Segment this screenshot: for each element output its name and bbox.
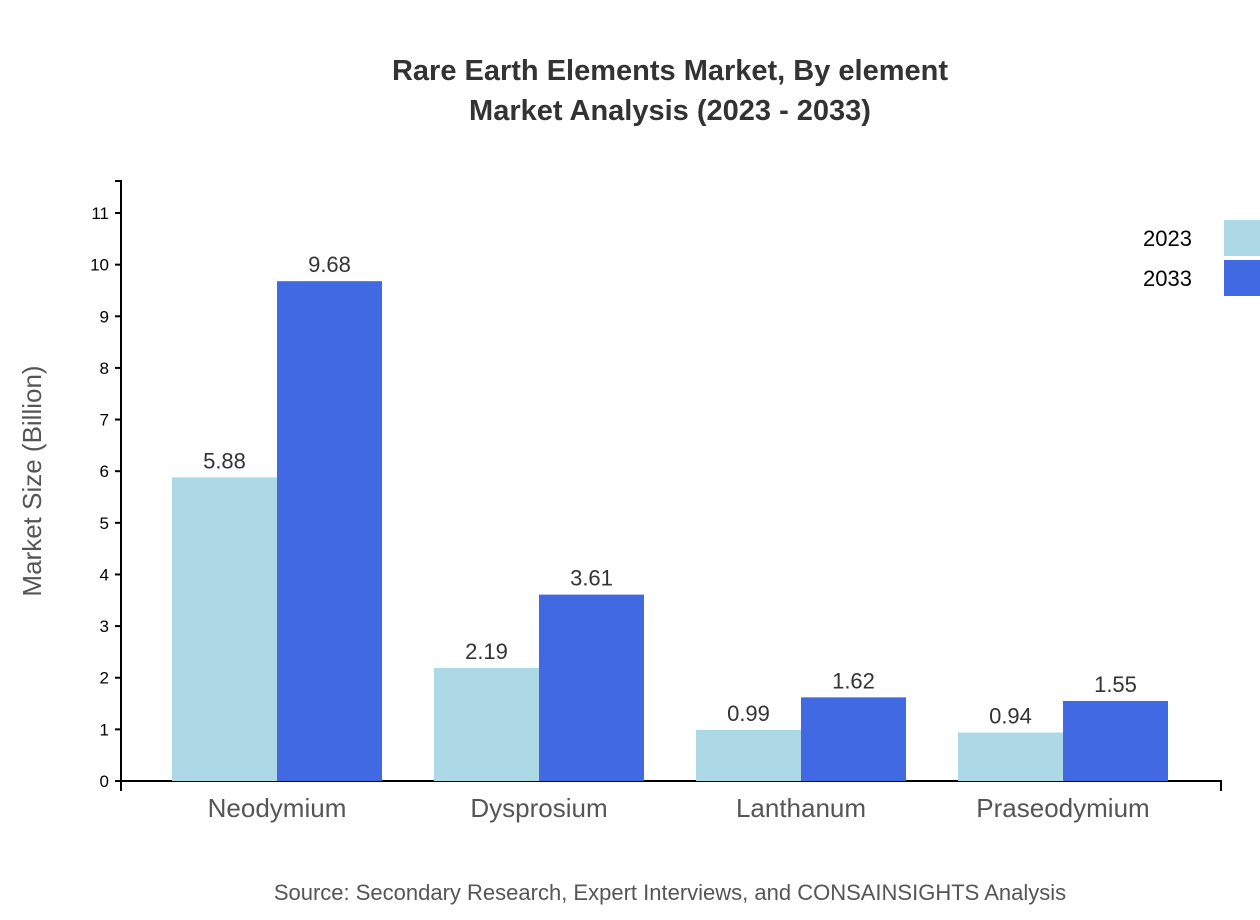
chart-subtitle: Market Analysis (2023 - 2033)	[469, 95, 871, 127]
x-tick-label: Praseodymium	[976, 793, 1149, 823]
legend-label: 2033	[1143, 266, 1192, 291]
bar-2023	[172, 477, 277, 781]
legend-swatch-2033	[1224, 260, 1260, 296]
data-label: 5.88	[203, 448, 246, 473]
bars: 5.88 9.68 2.19 3.61 0.99 1.62 0.94 1.55	[172, 252, 1168, 781]
data-label: 0.94	[989, 703, 1032, 728]
y-tick-label: 1	[100, 720, 109, 739]
bar-2033	[539, 594, 644, 781]
bar-2033	[801, 697, 906, 781]
bar-2023	[958, 732, 1063, 781]
y-tick-label: 8	[100, 359, 109, 378]
data-label: 0.99	[727, 701, 770, 726]
data-label: 9.68	[308, 252, 351, 277]
legend: 2023 2033	[1143, 220, 1260, 296]
x-tick-label: Neodymium	[208, 793, 347, 823]
legend-label: 2023	[1143, 226, 1192, 251]
y-tick-label: 10	[90, 256, 109, 275]
y-tick-label: 0	[100, 772, 109, 791]
bar-2023	[434, 667, 539, 781]
x-axis: Neodymium Dysprosium Lanthanum Praseodymium	[120, 780, 1222, 823]
chart-title: Rare Earth Elements Market, By element	[392, 55, 948, 87]
y-tick-label: 9	[100, 307, 109, 326]
data-label: 1.55	[1094, 672, 1137, 697]
y-tick-label: 5	[100, 514, 109, 533]
x-tick-label: Lanthanum	[736, 793, 866, 823]
y-axis-label: Market Size (Billion)	[17, 365, 47, 596]
data-label: 1.62	[832, 668, 875, 693]
y-tick-label: 2	[100, 669, 109, 688]
data-label: 2.19	[465, 639, 508, 664]
bar-2033	[1063, 700, 1168, 781]
y-tick-label: 3	[100, 617, 109, 636]
legend-swatch-2023	[1224, 220, 1260, 256]
source-note: Source: Secondary Research, Expert Inter…	[274, 880, 1066, 905]
x-axis-line	[120, 780, 1222, 791]
y-axis: 0 1 2 3 4 5 6 7 8 9 10 11	[90, 180, 122, 791]
x-tick-label: Dysprosium	[470, 793, 607, 823]
bar-2033	[277, 281, 382, 781]
y-axis-line	[115, 180, 122, 782]
bar-2023	[696, 729, 801, 781]
y-tick-label: 6	[100, 462, 109, 481]
y-tick-label: 11	[91, 204, 109, 223]
y-tick-label: 7	[100, 411, 109, 430]
y-tick-label: 4	[100, 565, 109, 584]
data-label: 3.61	[570, 566, 613, 591]
